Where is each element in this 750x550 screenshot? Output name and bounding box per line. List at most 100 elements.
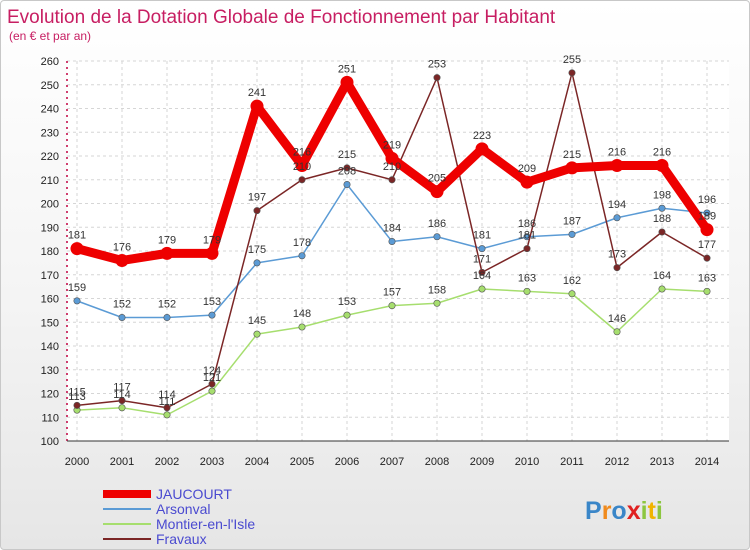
- data-point: [340, 75, 354, 89]
- data-point: [118, 397, 126, 405]
- chart-subtitle: (en € et par an): [9, 29, 91, 43]
- y-tick-label: 100: [41, 436, 59, 448]
- logo-letter: t: [648, 497, 657, 525]
- y-tick-label: 120: [41, 389, 59, 401]
- y-tick-label: 230: [41, 127, 59, 139]
- data-label: 216: [653, 147, 671, 159]
- data-label: 184: [383, 223, 401, 235]
- data-label: 194: [608, 199, 626, 211]
- data-point: [385, 151, 399, 165]
- data-point: [613, 328, 621, 336]
- x-tick-label: 2010: [515, 456, 539, 468]
- data-point: [703, 209, 711, 217]
- data-point: [208, 387, 216, 395]
- data-label: 209: [518, 163, 536, 175]
- data-label: 148: [293, 308, 311, 320]
- data-point: [163, 313, 171, 321]
- x-tick-label: 2006: [335, 456, 359, 468]
- data-label: 216: [608, 147, 626, 159]
- data-label: 153: [203, 296, 221, 308]
- data-label: 189: [698, 211, 716, 223]
- data-point: [118, 313, 126, 321]
- chart-title: Evolution de la Dotation Globale de Fonc…: [7, 7, 556, 28]
- data-point: [208, 380, 216, 388]
- data-label: 158: [428, 284, 446, 296]
- logo-letter: i: [641, 497, 648, 525]
- data-label: 114: [113, 389, 131, 401]
- x-tick-label: 2004: [245, 456, 269, 468]
- data-point: [478, 268, 486, 276]
- data-point: [298, 176, 306, 184]
- data-point: [295, 159, 309, 172]
- data-label: 186: [518, 218, 536, 230]
- data-point: [433, 74, 441, 82]
- data-point: [73, 297, 81, 305]
- y-tick-label: 110: [41, 412, 59, 424]
- data-label: 145: [248, 315, 266, 327]
- data-label: 177: [698, 239, 716, 251]
- data-point: [610, 159, 624, 172]
- data-point: [430, 185, 444, 199]
- data-label: 111: [159, 396, 176, 408]
- data-label: 121: [203, 372, 221, 384]
- x-tick-label: 2005: [290, 456, 314, 468]
- data-point: [253, 207, 261, 215]
- data-label: 157: [383, 287, 401, 299]
- x-tick-label: 2008: [425, 456, 449, 468]
- x-tick-label: 2001: [110, 456, 134, 468]
- data-label: 181: [518, 230, 536, 242]
- legend-label: Fravaux: [156, 531, 207, 547]
- data-point: [565, 161, 579, 175]
- data-label: 114: [158, 389, 176, 401]
- data-point: [478, 285, 486, 293]
- x-tick-label: 2013: [650, 456, 674, 468]
- data-label: 208: [338, 166, 356, 178]
- data-point: [658, 285, 666, 293]
- y-tick-label: 130: [41, 365, 59, 377]
- data-label: 152: [113, 299, 131, 311]
- data-label: 175: [248, 244, 266, 256]
- data-label: 219: [383, 139, 401, 151]
- data-label: 159: [68, 282, 86, 294]
- logo-letter: o: [611, 497, 626, 525]
- data-label: 215: [338, 149, 356, 161]
- y-tick-label: 140: [41, 341, 59, 353]
- data-label: 173: [608, 249, 626, 261]
- data-point: [703, 287, 711, 295]
- data-label: 113: [68, 391, 86, 403]
- logo-letter: i: [656, 497, 663, 525]
- data-point: [160, 246, 174, 260]
- data-point: [478, 245, 486, 253]
- data-label: 198: [653, 189, 671, 201]
- data-point: [73, 401, 81, 409]
- data-label: 205: [428, 173, 446, 185]
- data-label: 253: [428, 59, 446, 71]
- data-point: [343, 311, 351, 319]
- data-point: [520, 175, 534, 189]
- data-point: [568, 290, 576, 298]
- data-point: [388, 176, 396, 184]
- data-label: 117: [113, 382, 131, 394]
- data-label: 163: [518, 272, 536, 284]
- legend-label: Montier-en-l'Isle: [156, 516, 255, 532]
- data-label: 164: [653, 270, 671, 282]
- data-point: [208, 311, 216, 319]
- data-point: [433, 233, 441, 241]
- y-tick-label: 160: [41, 294, 59, 306]
- data-label: 179: [158, 234, 176, 246]
- y-tick-label: 170: [41, 270, 59, 282]
- data-label: 241: [248, 87, 266, 99]
- data-label: 179: [203, 234, 221, 246]
- data-point: [163, 404, 171, 412]
- data-label: 152: [158, 299, 176, 311]
- data-point: [388, 302, 396, 310]
- data-point: [343, 181, 351, 189]
- data-point: [523, 245, 531, 253]
- data-point: [205, 246, 219, 260]
- data-point: [118, 404, 126, 412]
- data-label: 124: [203, 365, 221, 377]
- data-label: 255: [563, 54, 581, 66]
- data-point: [250, 99, 264, 113]
